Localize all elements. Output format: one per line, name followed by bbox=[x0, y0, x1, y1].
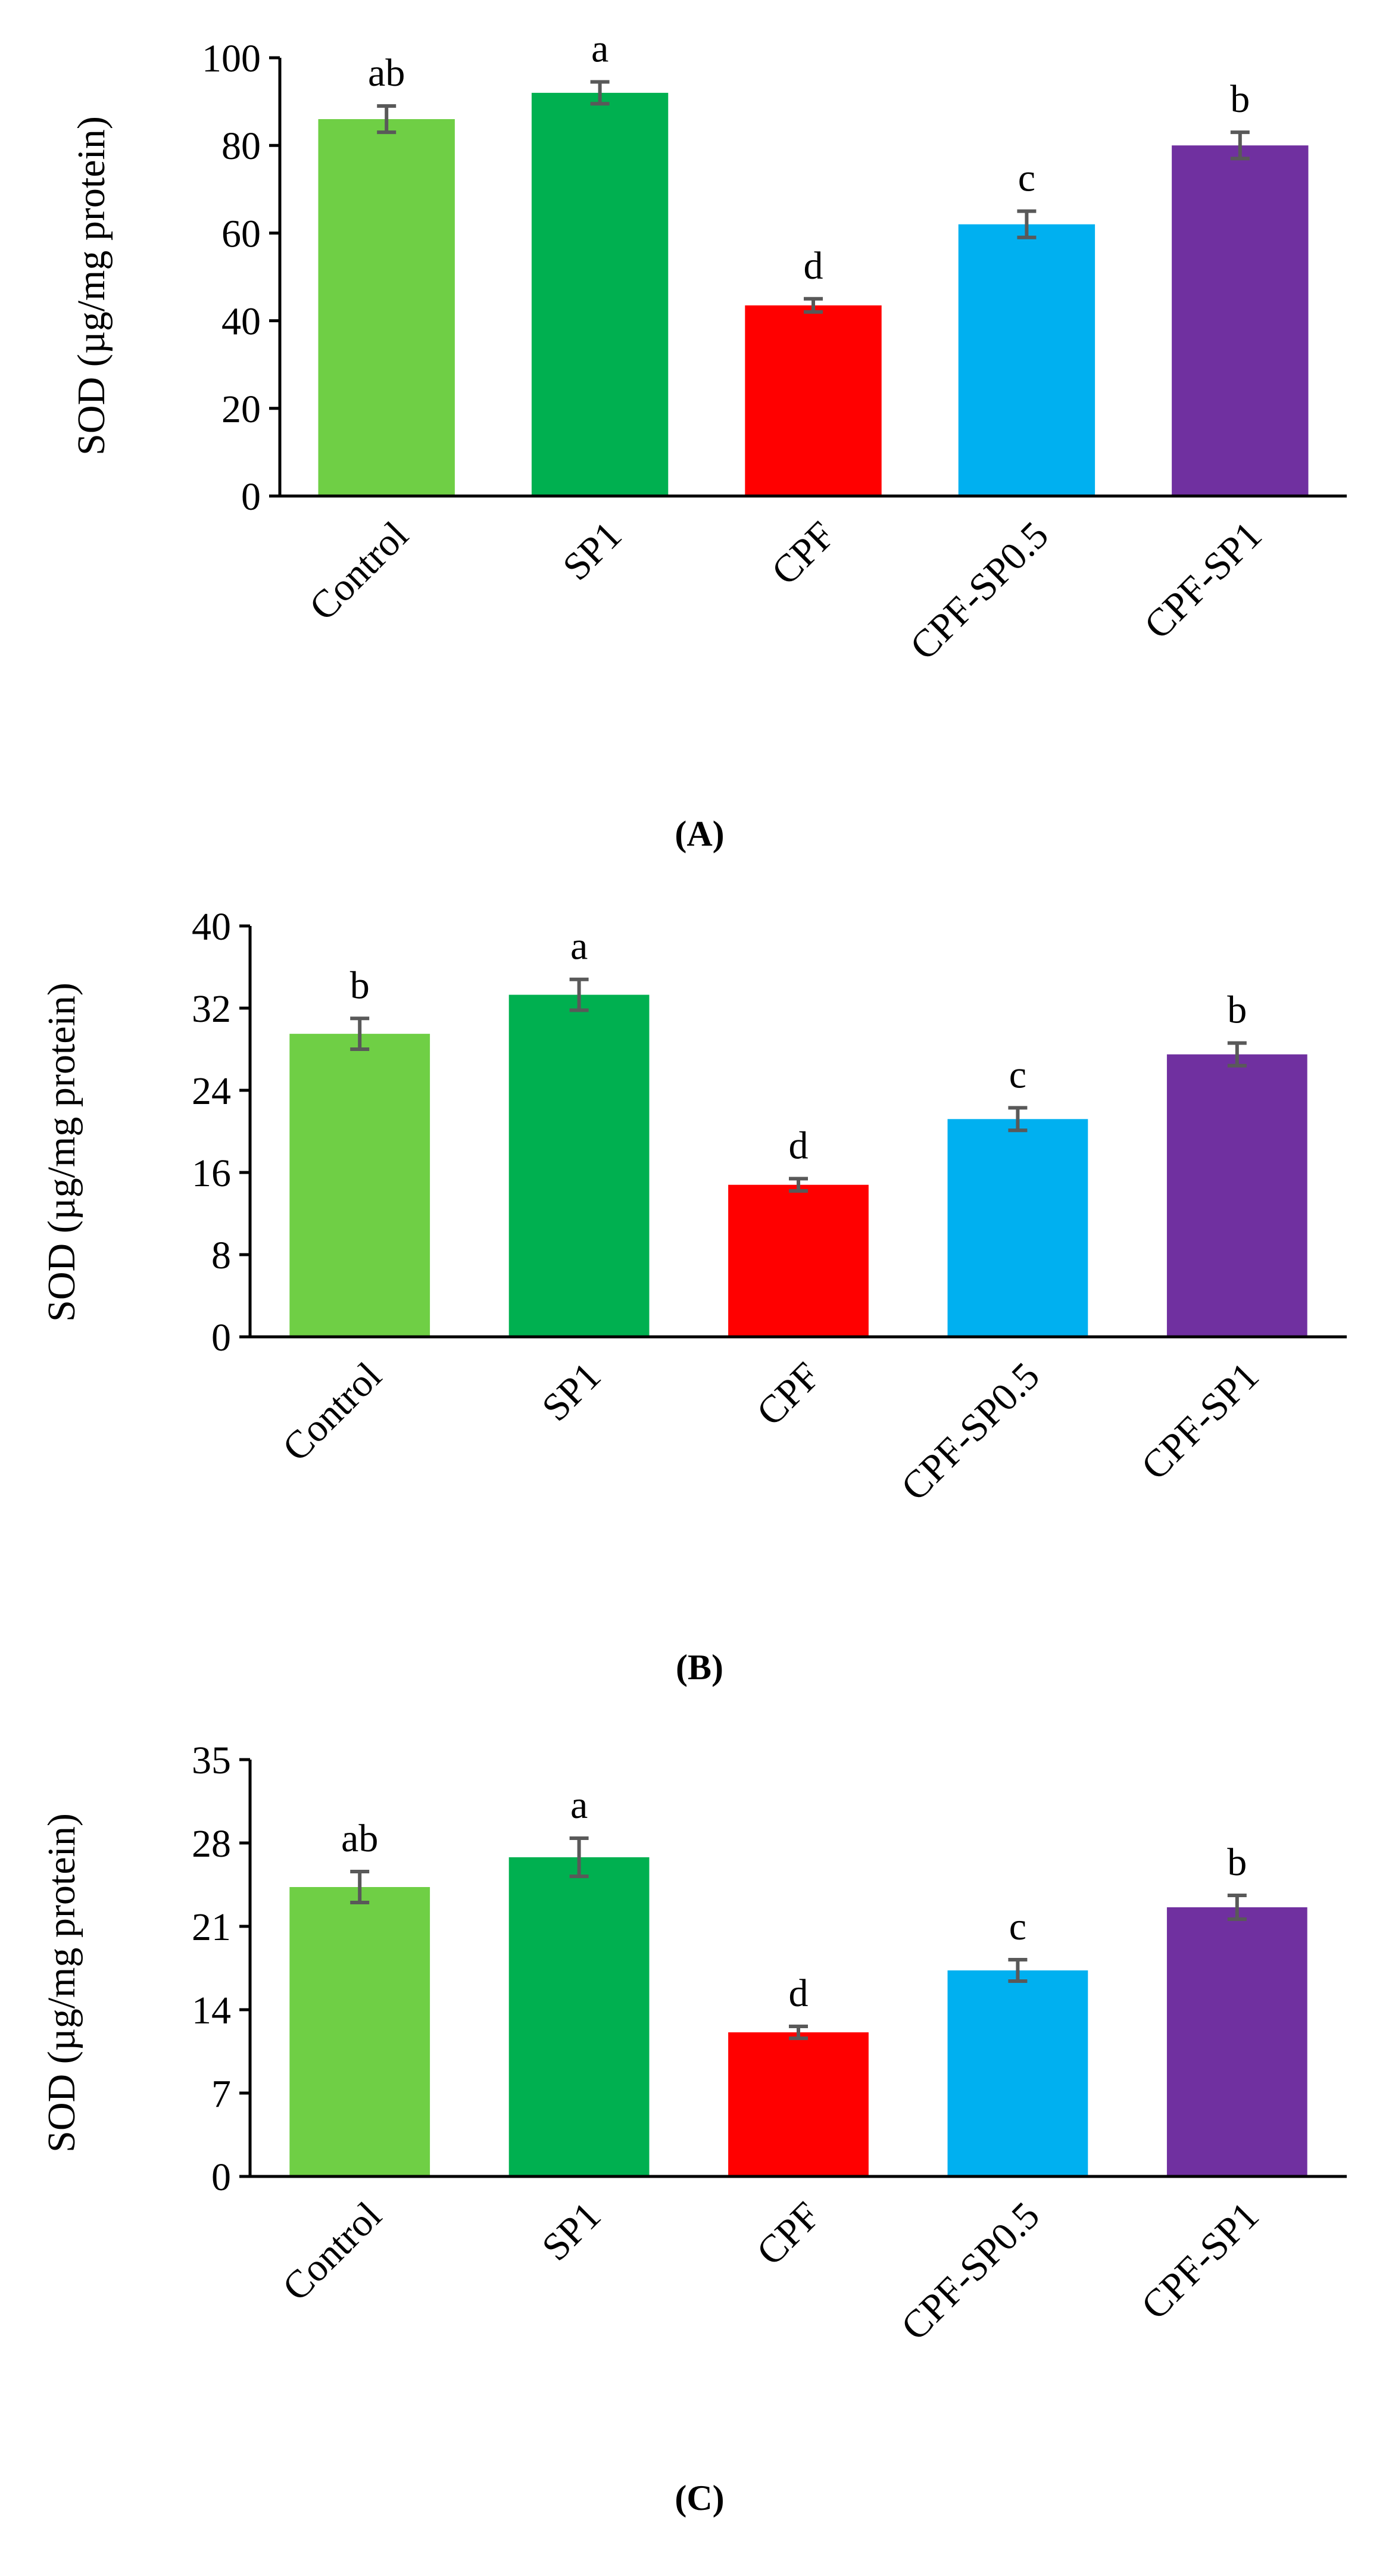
significance-letter: b bbox=[1230, 77, 1250, 121]
significance-letter: d bbox=[789, 1972, 809, 2015]
bar-cpf-sp1 bbox=[1172, 145, 1309, 496]
panel-title: (A) bbox=[675, 814, 724, 853]
y-tick-label: 20 bbox=[221, 388, 261, 431]
bar-sp1 bbox=[508, 1857, 650, 2176]
panel-title: (C) bbox=[675, 2478, 724, 2518]
chart-panel-c: SOD (µg/mg protein) 0 7 14 21 28 35 ab Control a S… bbox=[40, 1739, 1347, 2518]
significance-letter: a bbox=[570, 1783, 588, 1827]
x-category-label: CPF-SP1 bbox=[1133, 1354, 1267, 1488]
y-tick-label: 14 bbox=[192, 1989, 231, 2032]
y-axis-label: SOD (µg/mg protein) bbox=[40, 983, 83, 1322]
x-category-label: CPF-SP1 bbox=[1136, 513, 1270, 647]
bar-cpf-sp1 bbox=[1166, 1054, 1307, 1337]
x-category-label: CPF-SP0.5 bbox=[893, 1354, 1048, 1509]
x-category-label: CPF-SP0.5 bbox=[902, 513, 1057, 668]
x-category-label: CPF-SP1 bbox=[1133, 2194, 1267, 2328]
significance-letter: ab bbox=[341, 1817, 378, 1860]
bar-cpf-sp0-5 bbox=[958, 224, 1096, 496]
y-tick-label: 32 bbox=[192, 987, 231, 1031]
x-category-label: CPF bbox=[748, 1354, 829, 1434]
significance-letter: d bbox=[804, 244, 823, 288]
significance-letter: c bbox=[1018, 157, 1035, 200]
chart-panel-b: SOD (µg/mg protein) 0 8 16 24 32 40 b Control a SP… bbox=[40, 905, 1347, 1687]
x-category-label: Control bbox=[274, 1354, 390, 1470]
significance-letter: d bbox=[789, 1124, 809, 1167]
significance-letter: b bbox=[1227, 1841, 1247, 1884]
y-tick-label: 28 bbox=[192, 1822, 231, 1866]
x-category-label: CPF bbox=[748, 2194, 829, 2274]
y-tick-label: 80 bbox=[221, 124, 261, 168]
y-axis-label: SOD (µg/mg protein) bbox=[70, 116, 113, 456]
significance-letter: c bbox=[1009, 1053, 1026, 1096]
x-category-label: CPF-SP0.5 bbox=[893, 2194, 1048, 2349]
bar-control bbox=[318, 119, 455, 497]
y-tick-label: 7 bbox=[211, 2072, 231, 2116]
y-tick-label: 0 bbox=[211, 2156, 231, 2199]
bar-sp1 bbox=[531, 92, 669, 496]
significance-letter: a bbox=[591, 27, 608, 70]
y-tick-label: 60 bbox=[221, 212, 261, 255]
y-tick-label: 0 bbox=[211, 1316, 231, 1359]
significance-letter: c bbox=[1009, 1905, 1026, 1948]
bar-cpf bbox=[745, 305, 882, 496]
panel-title: (B) bbox=[676, 1648, 723, 1687]
x-category-label: Control bbox=[301, 513, 417, 629]
significance-letter: a bbox=[570, 925, 588, 968]
significance-letter: b bbox=[1227, 988, 1247, 1032]
bar-control bbox=[289, 1887, 430, 2176]
y-axis-label: SOD (µg/mg protein) bbox=[40, 1813, 83, 2153]
y-tick-label: 8 bbox=[211, 1234, 231, 1277]
bar-cpf-sp0-5 bbox=[947, 1970, 1088, 2176]
y-tick-label: 16 bbox=[192, 1152, 231, 1195]
x-category-label: SP1 bbox=[533, 1354, 609, 1430]
significance-letter: ab bbox=[368, 51, 405, 95]
x-category-label: Control bbox=[274, 2194, 390, 2309]
x-category-label: SP1 bbox=[554, 513, 630, 589]
x-category-label: SP1 bbox=[533, 2194, 609, 2269]
bar-cpf-sp0-5 bbox=[947, 1119, 1088, 1337]
y-tick-label: 35 bbox=[192, 1739, 231, 1782]
bar-sp1 bbox=[508, 994, 650, 1337]
y-tick-label: 24 bbox=[192, 1069, 231, 1113]
y-tick-label: 21 bbox=[192, 1906, 231, 1949]
bar-control bbox=[289, 1034, 430, 1337]
significance-letter: b bbox=[350, 963, 370, 1007]
y-tick-label: 0 bbox=[241, 475, 261, 519]
y-tick-label: 100 bbox=[202, 37, 261, 80]
bar-cpf-sp1 bbox=[1166, 1907, 1307, 2176]
x-category-label: CPF bbox=[763, 513, 844, 594]
bar-cpf bbox=[728, 2032, 869, 2176]
y-tick-label: 40 bbox=[221, 300, 261, 344]
bar-cpf bbox=[728, 1184, 869, 1337]
y-tick-label: 40 bbox=[192, 905, 231, 949]
